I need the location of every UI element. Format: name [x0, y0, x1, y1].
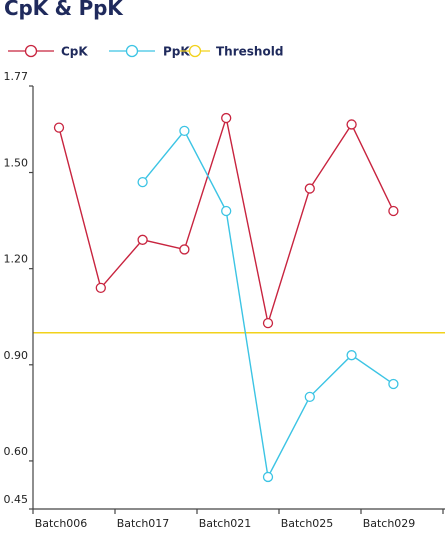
series-line-ppk [142, 129, 394, 480]
series-layer [53, 112, 399, 483]
x-tick-label-Batch006: Batch006 [35, 517, 88, 530]
legend-marker-threshold [188, 44, 202, 58]
axes: 0.45 0.60 0.90 1.20 1.50 1.77 Batch006 Batch017… [4, 70, 445, 530]
data-point-cpk-Batch029 [388, 205, 399, 217]
data-point-ppk-Batch027 [346, 350, 357, 361]
data-point-cpk-Batch023 [262, 317, 274, 329]
y-tick-label-0.60: 0.60 [4, 445, 29, 458]
x-tick-label-Batch029: Batch029 [363, 517, 416, 530]
data-point-ppk-Batch019 [179, 125, 190, 137]
data-point-ppk-Batch017 [137, 176, 148, 188]
y-tick-label-0.45: 0.45 [4, 493, 29, 506]
x-tick-label-Batch025: Batch025 [281, 517, 334, 530]
legend: CpK PpK Threshold [8, 45, 283, 59]
legend-marker-ppk [125, 44, 139, 58]
data-point-ppk-Batch025 [304, 391, 315, 402]
y-tick-label-1.50: 1.50 [4, 157, 29, 170]
data-point-cpk-Batch017 [137, 234, 148, 245]
y-tick-label-1.77: 1.77 [4, 70, 29, 83]
data-point-cpk-Batch025 [304, 183, 315, 194]
chart-title: CpK & PpK [4, 0, 123, 20]
data-point-cpk-Batch019 [179, 244, 190, 255]
legend-label-threshold: Threshold [216, 45, 283, 59]
data-point-ppk-Batch021 [221, 205, 232, 217]
data-point-ppk-Batch029 [388, 378, 399, 390]
legend-marker-cpk [24, 44, 38, 58]
y-tick-label-0.90: 0.90 [4, 349, 29, 362]
data-point-cpk-Batch027 [346, 119, 357, 130]
legend-label-cpk: CpK [61, 45, 88, 59]
legend-label-ppk: PpK [163, 45, 190, 59]
x-tick-label-Batch017: Batch017 [117, 517, 170, 530]
data-point-cpk-Batch012 [95, 282, 106, 294]
data-point-cpk-Batch021 [221, 112, 232, 124]
y-tick-label-1.20: 1.20 [4, 253, 29, 266]
x-tick-label-Batch021: Batch021 [199, 517, 252, 530]
data-point-ppk-Batch023 [262, 471, 274, 483]
data-point-cpk-Batch006 [53, 122, 65, 133]
series-line-cpk [58, 115, 395, 324]
